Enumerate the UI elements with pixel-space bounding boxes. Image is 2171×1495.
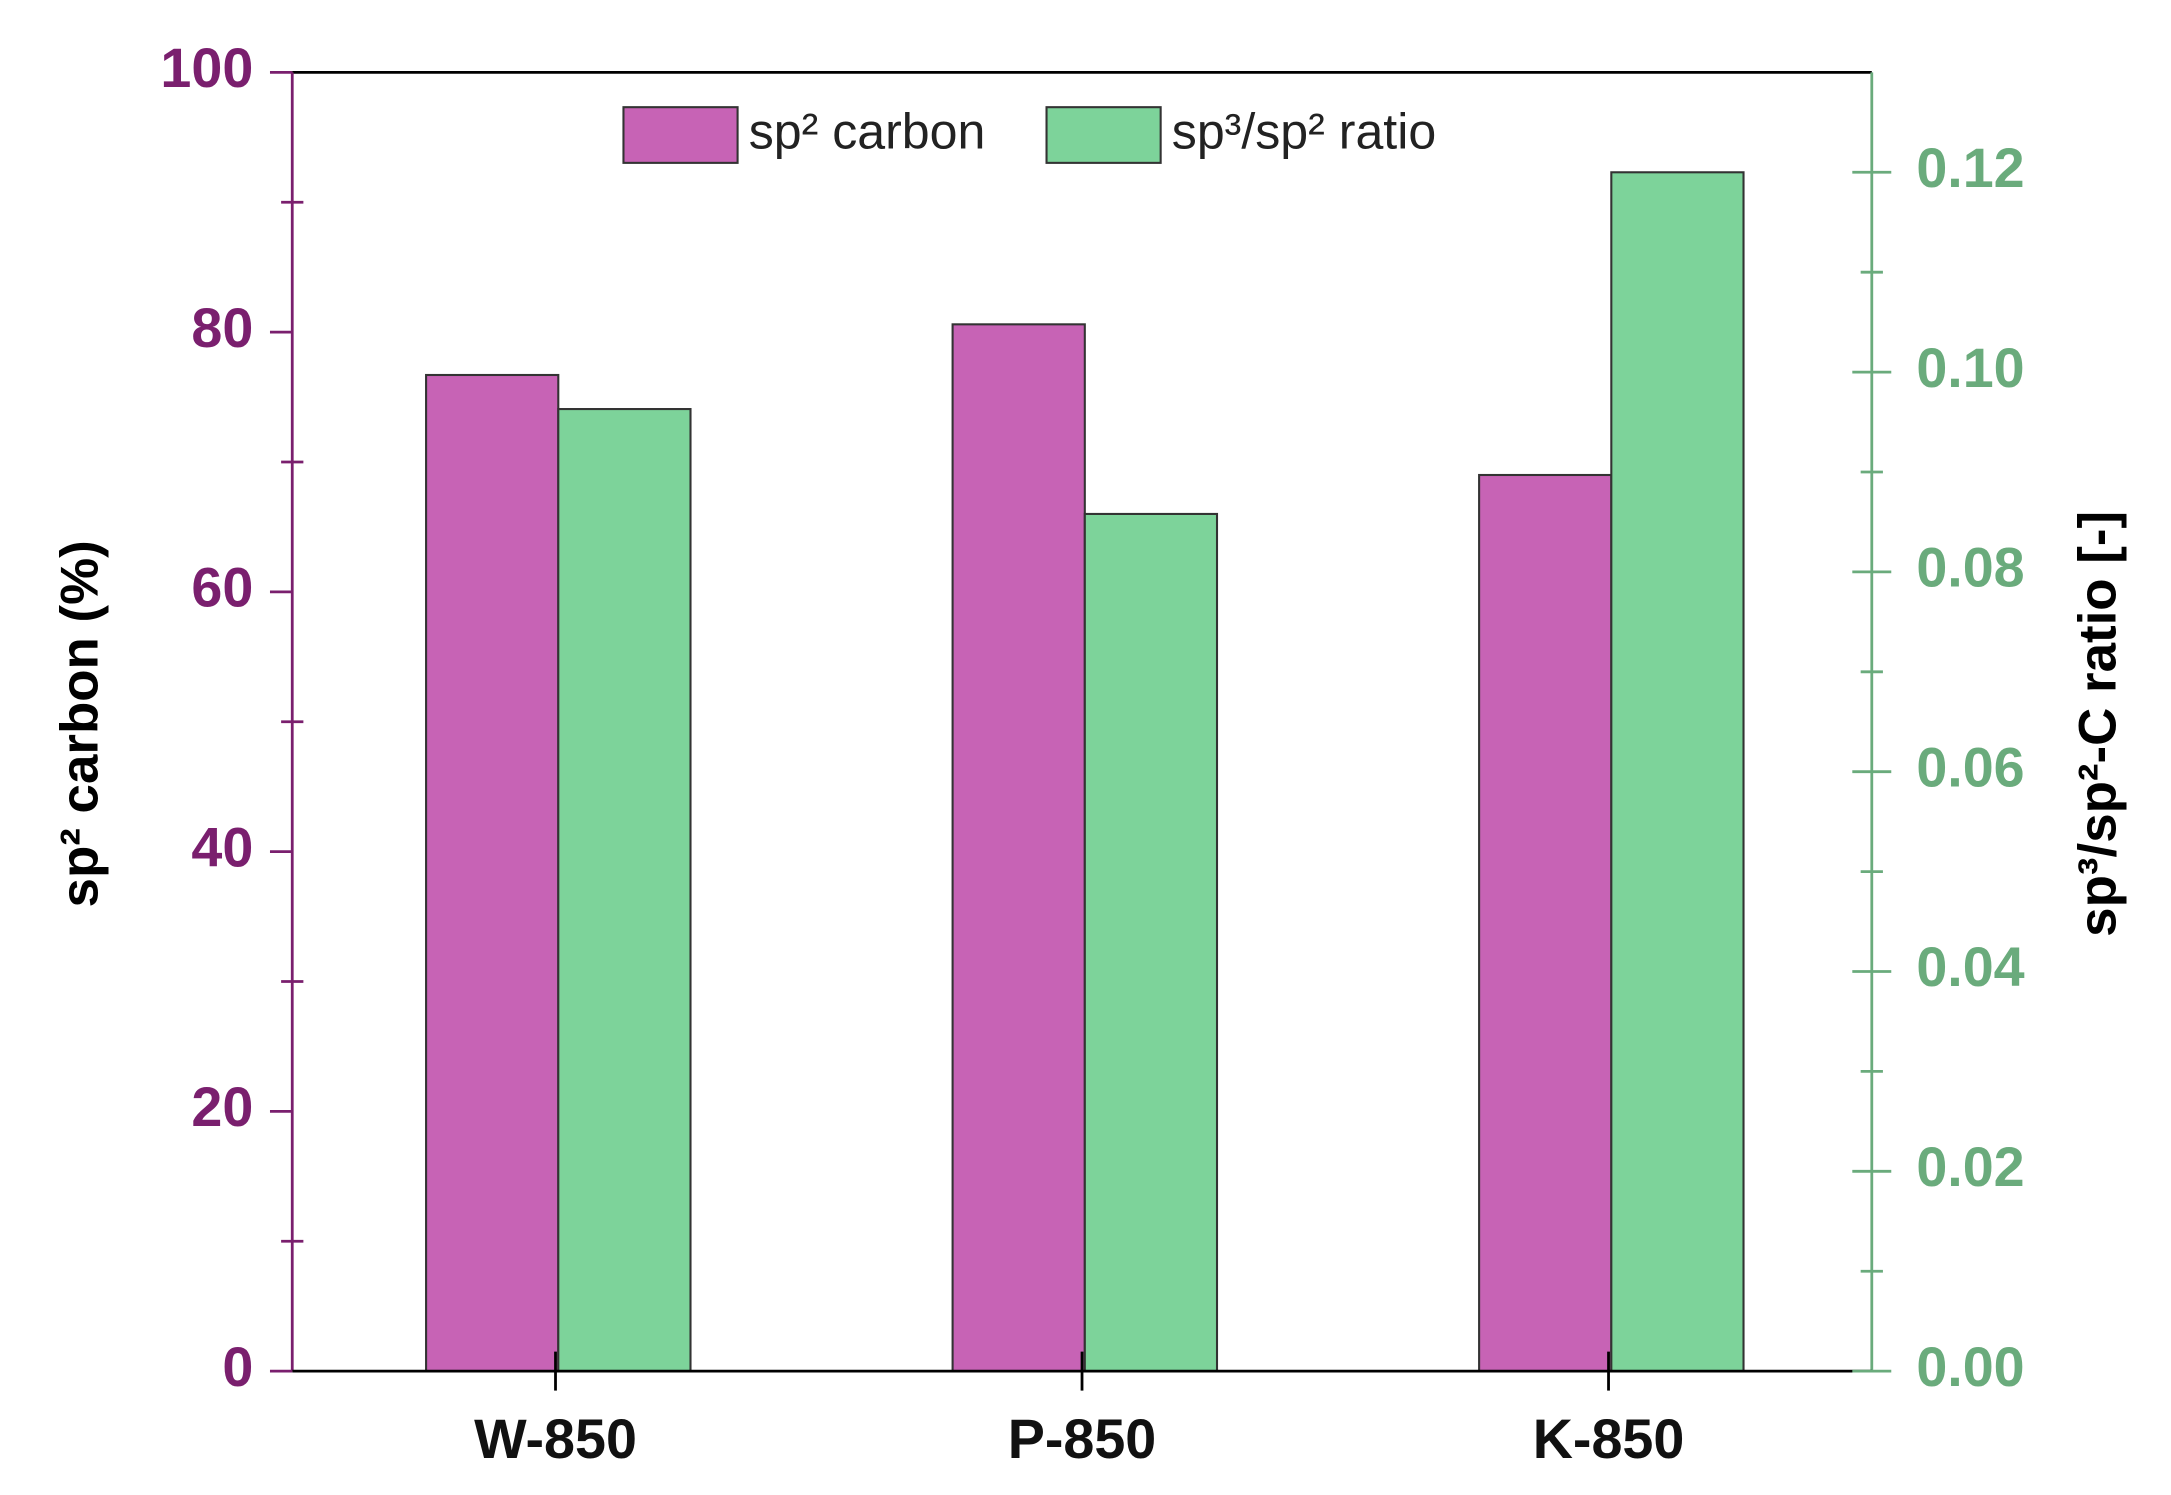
- y-tick-label: 20: [191, 1076, 253, 1138]
- legend-label: sp² carbon: [749, 103, 986, 159]
- y-tick-label: 40: [191, 816, 253, 878]
- bar: [1478, 473, 1613, 1373]
- bar: [1083, 512, 1219, 1373]
- y2-tick-label: 0.00: [1916, 1336, 2024, 1398]
- x-tick-label: K-850: [1533, 1408, 1685, 1470]
- y2-tick-label: 0.10: [1916, 337, 2024, 399]
- x-tick-label: P-850: [1008, 1408, 1157, 1470]
- y2-axis-title: sp³/sp²-C ratio [-]: [2068, 511, 2127, 937]
- y2-tick-label: 0.02: [1916, 1136, 2024, 1198]
- y-tick-label: 80: [191, 297, 253, 359]
- y2-tick-label: 0.06: [1916, 736, 2024, 798]
- y2-tick-label: 0.08: [1916, 537, 2024, 599]
- bar: [425, 373, 560, 1373]
- y2-tick-label: 0.12: [1916, 137, 2024, 199]
- y-axis-title: sp² carbon (%): [50, 540, 109, 907]
- legend-label: sp³/sp² ratio: [1172, 103, 1436, 159]
- y-tick-label: 60: [191, 557, 253, 619]
- legend-swatch: [622, 106, 739, 164]
- legend-swatch: [1045, 106, 1162, 164]
- y-tick-label: 100: [160, 37, 253, 99]
- bar: [557, 408, 692, 1373]
- x-tick-label: W-850: [474, 1408, 637, 1470]
- y2-tick-label: 0.04: [1916, 936, 2024, 998]
- bar: [951, 323, 1086, 1373]
- bar: [1610, 171, 1745, 1373]
- y-tick-label: 0: [222, 1336, 253, 1398]
